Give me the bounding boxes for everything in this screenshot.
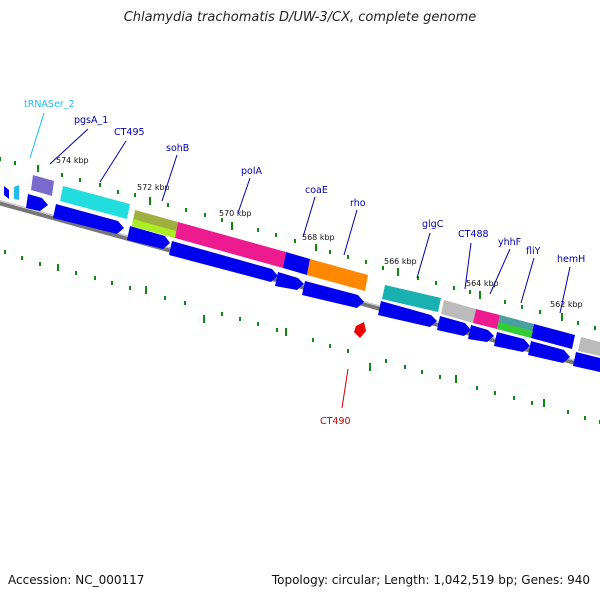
cds-arrow (127, 226, 170, 249)
gene-label: coaE (305, 185, 328, 196)
gene-label: CT488 (458, 229, 489, 240)
map-title: Chlamydia trachomatis D/UW-3/CX, complet… (123, 10, 477, 25)
gene-block-rho (307, 259, 368, 291)
gene-block-next (578, 337, 600, 356)
genome-summary-text: Topology: circular; Length: 1,042,519 bp… (271, 573, 590, 587)
scale-label: 572 kbp (137, 183, 170, 192)
gene-label: sohB (166, 143, 189, 154)
cds-arrow (275, 272, 304, 290)
gene-label: glgC (422, 219, 444, 230)
scale-label: 566 kbp (384, 257, 417, 266)
cds-arrow (437, 316, 471, 336)
gene-block-trna (14, 185, 19, 200)
accession-text: Accession: NC_000117 (8, 573, 145, 587)
gene-label: polA (241, 166, 262, 177)
gene-block-pgsA (31, 175, 54, 196)
cds-arrow (528, 341, 570, 363)
cds-arrow (468, 325, 494, 342)
scale-label: 562 kbp (550, 300, 583, 309)
gene-label: CT495 (114, 127, 145, 138)
scale-label: 564 kbp (466, 279, 499, 288)
cds-arrow (26, 194, 48, 211)
gene-labels: tRNASer_2 pgsA_1 CT495 sohB polA coaE rh… (24, 99, 585, 427)
gene-block-ct495 (60, 186, 130, 219)
cds-arrow (302, 281, 364, 308)
gene-label: tRNASer_2 (24, 99, 75, 110)
cds-arrow (169, 241, 278, 282)
cds-arrow (494, 332, 530, 352)
scale-label: 570 kbp (219, 209, 252, 218)
scale-label: 568 kbp (302, 233, 335, 242)
feature-track-lower (4, 186, 600, 372)
callout-lines (29, 112, 571, 409)
gene-label: yhhF (498, 237, 521, 248)
reverse-gene-marker (354, 322, 366, 338)
cds-arrow (4, 186, 9, 199)
cds-arrow (573, 352, 600, 372)
cds-arrow (53, 204, 124, 234)
gene-label: rho (350, 198, 366, 209)
gene-label: CT490 (320, 416, 351, 427)
gene-label: fliY (526, 246, 541, 257)
gene-block-yhhF (473, 309, 500, 329)
gene-block-overlay (497, 322, 533, 338)
gene-block-coaE (283, 252, 310, 275)
scale-ring-inner (4, 250, 600, 424)
gene-block-glgC (382, 285, 441, 312)
gene-block-ct488 (441, 300, 476, 323)
gene-block-polA (175, 222, 286, 268)
scale-labels: 574 kbp 572 kbp 570 kbp 568 kbp 566 kbp … (56, 156, 583, 309)
gene-block-overlay (132, 219, 176, 238)
scale-label: 574 kbp (56, 156, 89, 165)
scale-ring-outer (0, 157, 596, 330)
gene-block-hemH (531, 324, 575, 349)
cds-arrow (378, 301, 437, 327)
gene-label: hemH (557, 254, 585, 265)
gene-label: pgsA_1 (74, 115, 108, 126)
